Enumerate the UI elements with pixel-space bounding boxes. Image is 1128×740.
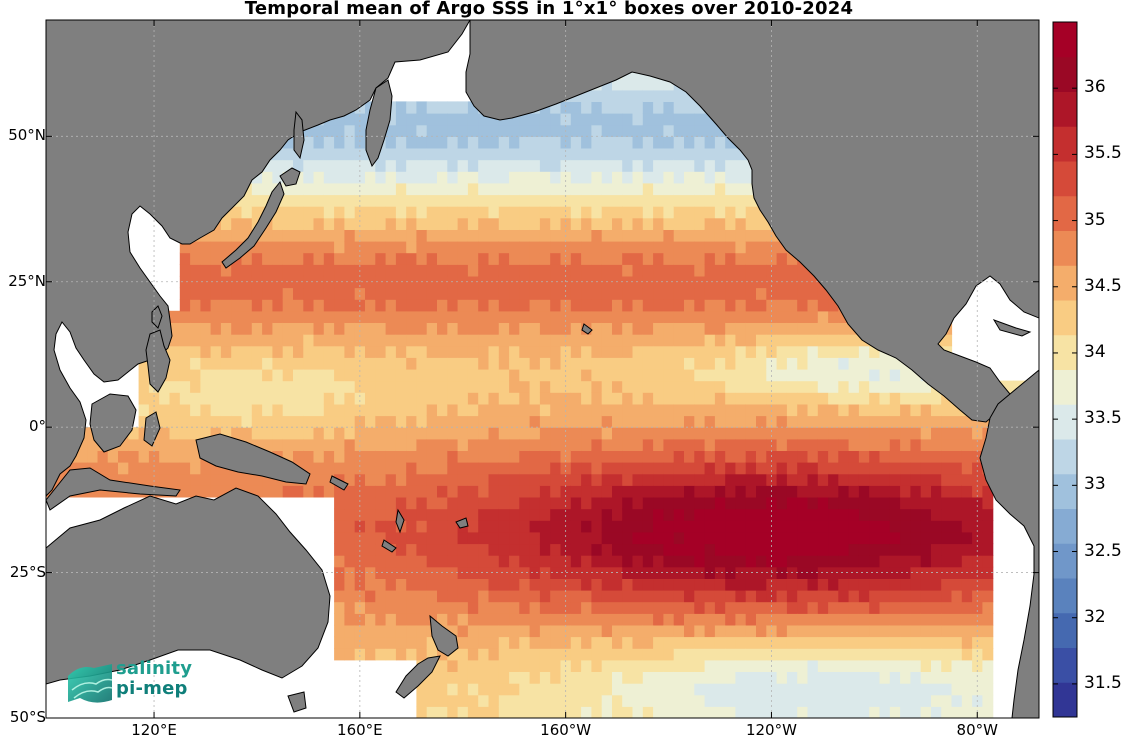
salinity-pi-mep-logo: salinity pi-mep [64,658,194,708]
borneo [89,393,137,453]
colorbar-swatch [1053,369,1077,405]
colorbar-tick-label: 33 [1084,474,1106,495]
lon-label: 120°W [745,721,797,739]
colorbar-swatch [1053,612,1077,648]
colorbar-tick-label: 31.5 [1084,672,1122,693]
colorbar-tick-label: 32.5 [1084,540,1122,561]
vanuatu [395,508,405,534]
colorbar-swatch [1053,230,1077,266]
map-grid [46,20,1039,718]
asia-land [46,20,471,497]
colorbar-tick-label: 34.5 [1084,275,1122,296]
lon-label: 160°W [540,721,592,739]
colorbar-swatch [1053,195,1077,231]
fiji [455,517,469,529]
colorbar-swatch [1053,56,1077,92]
lat-label: 0° [28,417,46,436]
north-america [465,20,1039,423]
colorbar-frame [1052,21,1078,718]
colorbar-swatch [1053,578,1077,614]
colorbar-swatch [1053,126,1077,162]
logo-text-salinity: salinity [116,658,193,679]
colorbar-tick-label: 35.5 [1084,143,1122,164]
lat-label: 50°N [8,126,46,145]
colorbar-swatch [1053,647,1077,683]
lat-label: 50°S [9,708,46,726]
map-title: Temporal mean of Argo SSS in 1°x1° boxes… [244,0,854,19]
lon-label: 80°W [956,721,998,739]
lat-label: 25°S [9,562,46,581]
lat-label: 25°N [8,271,46,290]
colorbar-swatch [1053,265,1077,301]
colorbar-tick-label: 34 [1084,341,1106,362]
taiwan [151,305,163,329]
colorbar-tick-label: 33.5 [1084,408,1122,429]
logo-text-pi-mep: pi-mep [116,678,188,699]
japan [221,180,285,269]
australia [46,487,331,685]
hawaii [581,323,593,335]
colorbar-swatch [1053,508,1077,544]
kamchatka [365,79,393,168]
colorbar-tick-label: 32 [1084,606,1106,627]
tasmania [287,691,307,713]
sumatra-java [46,467,181,511]
nz-south-island [395,655,441,699]
colorbar-tick-label: 35 [1084,209,1106,230]
nz-north-island [429,614,459,657]
colorbar-swatch [1053,300,1077,336]
colorbar-swatch [1053,682,1077,718]
colorbar [1053,22,1077,718]
map-frame [45,19,1040,719]
axis-ticks [46,20,1039,719]
colorbar-swatch [1053,161,1077,197]
sulawesi [143,411,161,447]
lon-label: 160°E [337,721,383,739]
colorbar-swatch [1053,22,1077,58]
hokkaido [279,167,301,187]
sakhalin [293,110,305,160]
colorbar-swatch [1053,439,1077,475]
colorbar-swatch [1053,473,1077,509]
colorbar-swatch [1053,91,1077,127]
solomon-islands [329,475,349,491]
land-masses [46,20,1039,718]
cuba [992,319,1032,337]
new-caledonia [381,539,397,553]
salinity-pi-mep-logo-icon [68,664,113,703]
south-america [979,369,1039,718]
lon-label: 120°E [131,721,177,739]
new-guinea [195,433,311,485]
colorbar-swatch [1053,543,1077,579]
colorbar-ticks [1053,87,1077,685]
philippines [145,329,171,393]
colorbar-swatch [1053,404,1077,440]
colorbar-tick-label: 36 [1084,77,1106,98]
colorbar-swatch [1053,334,1077,370]
